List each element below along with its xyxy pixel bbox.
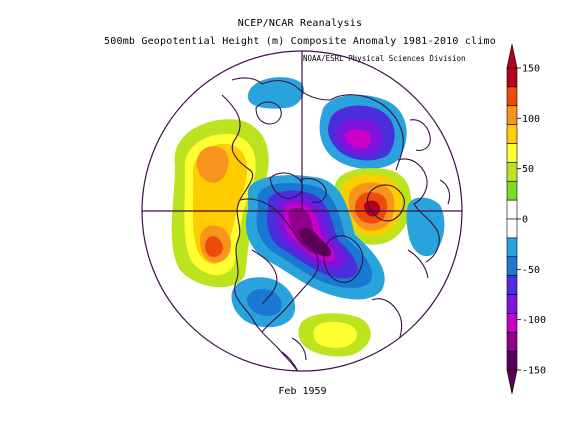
european-positive-anomaly <box>334 168 411 245</box>
colorbar-box <box>506 350 518 371</box>
atlantic-positive-anomaly <box>298 313 371 357</box>
map-subtitle: 500mb Geopotential Height (m) Composite … <box>104 36 496 47</box>
colorbar-bottom-arrow <box>506 369 518 395</box>
colorbar-box <box>506 180 518 201</box>
date-label: Feb 1959 <box>278 386 327 397</box>
colorbar-top-arrow <box>506 43 518 69</box>
colorbar-box <box>506 331 518 352</box>
colorbar-box <box>506 294 518 314</box>
colorbar-box <box>506 275 518 295</box>
colorbar-box <box>506 256 518 276</box>
colorbar-tick-label: 50 <box>522 164 534 175</box>
colorbar-box <box>506 105 518 125</box>
colorbar-box <box>506 313 518 333</box>
colorbar-box <box>506 199 518 220</box>
colorbar-box <box>506 67 518 88</box>
colorbar-box <box>506 124 518 144</box>
colorbar-tick-label: 100 <box>522 114 540 125</box>
colorbar-box <box>506 143 518 163</box>
colorbar-boxes <box>506 67 518 371</box>
colorbar-tick-label: -50 <box>522 265 540 276</box>
siberian-negative-anomaly <box>247 77 407 170</box>
colorbar-tick-label: 150 <box>522 64 540 75</box>
colorbar-box <box>506 86 518 107</box>
anomaly-field <box>171 77 451 371</box>
colorbar-tick-labels: 150 100 50 0 -50 -100 -150 <box>517 64 546 377</box>
colorbar-box <box>506 162 518 182</box>
colorbar-tick-label: 0 <box>522 215 528 226</box>
colorbar-box <box>506 237 518 258</box>
colorbar-tick-label: -100 <box>522 315 546 326</box>
colorbar-box <box>506 218 518 239</box>
credit-label: NOAA/ESRL Physical Sciences Division <box>303 54 466 63</box>
map-title: NCEP/NCAR Reanalysis <box>237 18 363 29</box>
arctic-canada-negative-anomaly <box>245 175 385 300</box>
atlantic-negative-anomaly <box>406 197 445 257</box>
coastlines <box>221 77 451 371</box>
colorbar-tick-label: -150 <box>522 366 546 377</box>
